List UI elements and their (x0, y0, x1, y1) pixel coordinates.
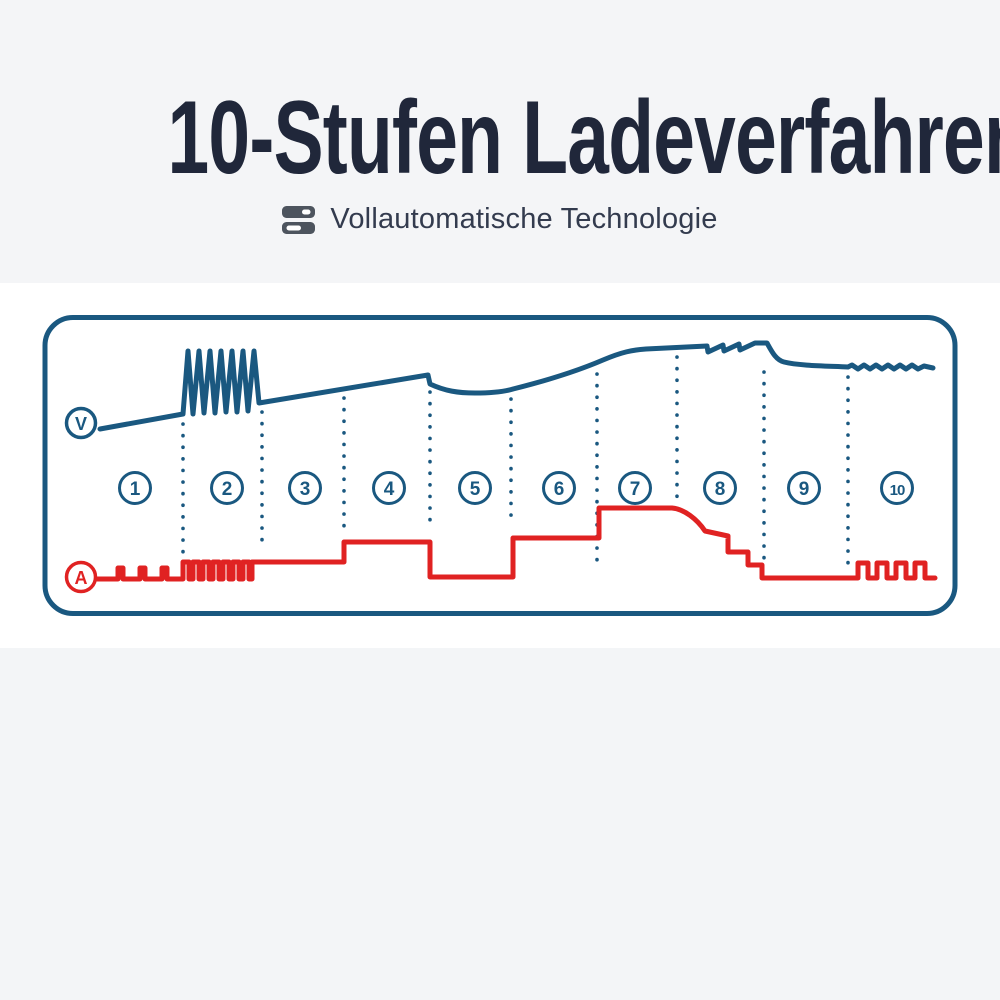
stage-circle-3 (288, 471, 322, 505)
voltage-curve (97, 340, 936, 432)
voltage-axis-badge: V (64, 406, 98, 440)
stage-circle-4 (372, 471, 406, 505)
stage-number-9: 9 (799, 479, 810, 500)
header: 10-Stufen Ladeverfahren (0, 86, 1000, 190)
stage-number-7: 7 (630, 479, 641, 500)
stage-number-1: 1 (130, 479, 141, 500)
legend-band (0, 648, 1000, 1000)
stage-number-8: 8 (715, 479, 726, 500)
stage-number-badges: 1 2 3 4 5 6 7 8 9 10 (118, 471, 914, 505)
current-axis-badge: A (64, 560, 98, 594)
page-title: 10-Stufen Ladeverfahren (167, 80, 1000, 196)
stage-number-5: 5 (470, 479, 481, 500)
header-band (0, 0, 1000, 283)
current-badge-label: A (75, 568, 88, 588)
voltage-badge-circle (64, 406, 98, 440)
stage-circle-6 (542, 471, 576, 505)
charging-curve-chart: 1 2 3 4 5 6 7 8 9 10 V A (42, 315, 958, 616)
stage-circle-2 (210, 471, 244, 505)
current-badge-circle (64, 560, 98, 594)
stage-number-10: 10 (890, 482, 905, 499)
stage-number-2: 2 (222, 479, 233, 500)
subtitle-text: Vollautomatische Technologie (330, 203, 718, 235)
stage-divider-lines (181, 355, 850, 568)
stage-circle-8 (703, 471, 737, 505)
charge-level-icon (282, 205, 316, 234)
stage-circle-9 (787, 471, 821, 505)
voltage-badge-label: V (75, 414, 87, 434)
stage-circle-7 (618, 471, 652, 505)
stage-number-6: 6 (554, 479, 565, 500)
stage-circle-1 (118, 471, 152, 505)
stage-circle-5 (458, 471, 492, 505)
stage-circle-10 (880, 471, 914, 505)
subtitle-row: Vollautomatische Technologie (0, 203, 1000, 236)
current-curve (94, 505, 938, 582)
stage-number-4: 4 (384, 479, 395, 500)
stage-number-3: 3 (300, 479, 311, 500)
